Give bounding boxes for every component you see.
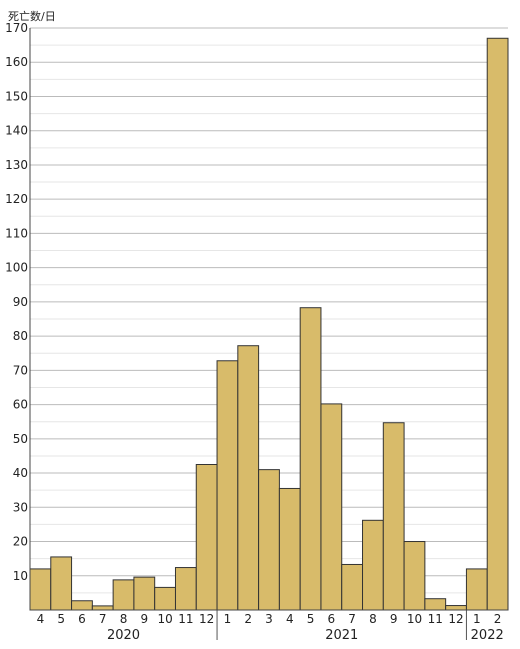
y-tick-label: 20: [13, 535, 28, 549]
bar: [278, 487, 301, 611]
y-tick-label: 120: [5, 192, 28, 206]
x-tick-label: 2: [244, 612, 252, 626]
bar: [465, 568, 488, 611]
bar: [237, 345, 260, 611]
x-tick-label: 11: [428, 612, 443, 626]
year-label: 2020: [107, 628, 140, 643]
bars: [29, 37, 509, 611]
y-tick-label: 50: [13, 432, 28, 446]
bar: [71, 600, 93, 611]
x-tick-label: 3: [265, 612, 273, 626]
x-tick-label: 10: [407, 612, 422, 626]
x-tick-label: 8: [120, 612, 128, 626]
x-tick-label: 4: [286, 612, 294, 626]
y-tick-label: 170: [5, 21, 28, 35]
y-tick-label: 130: [5, 158, 28, 172]
bar: [362, 519, 384, 611]
y-tick-label: 90: [13, 295, 28, 309]
y-tick-label: 160: [5, 55, 28, 69]
year-label: 2022: [471, 628, 504, 643]
bar: [299, 307, 322, 611]
y-axis-title: 死亡数/日: [8, 9, 56, 23]
bar: [424, 598, 447, 611]
bar: [29, 568, 52, 611]
x-tick-label: 2: [494, 612, 502, 626]
bar: [112, 579, 135, 611]
bar: [174, 567, 197, 611]
x-tick-label: 5: [57, 612, 65, 626]
bar: [445, 605, 467, 611]
bar: [486, 37, 509, 611]
x-tick-label: 9: [140, 612, 148, 626]
x-tick-label: 7: [348, 612, 356, 626]
x-tick-label: 10: [157, 612, 172, 626]
y-tick-label: 80: [13, 329, 28, 343]
y-tick-label: 10: [13, 569, 28, 583]
y-axis-ticks: 10 20 30 40 50 60 70 80 90 100 110 120 130 140 150 160 1…: [5, 21, 28, 583]
x-tick-label: 12: [199, 612, 214, 626]
y-tick-label: 100: [5, 261, 28, 275]
x-axis-ticks: 4 5 6 7 8 9 10 11 12 1 2 3 4 5 6 7 8 9 10 11 12 1 2: [37, 612, 502, 626]
bar: [133, 576, 156, 611]
x-tick-label: 1: [224, 612, 232, 626]
y-tick-label: 140: [5, 124, 28, 138]
y-tick-label: 150: [5, 89, 28, 103]
y-tick-label: 70: [13, 363, 28, 377]
x-tick-label: 5: [307, 612, 315, 626]
x-tick-label: 7: [99, 612, 107, 626]
x-tick-label: 6: [328, 612, 336, 626]
y-tick-label: 110: [5, 226, 28, 240]
x-tick-label: 11: [178, 612, 193, 626]
bar: [91, 605, 114, 611]
y-tick-label: 40: [13, 466, 28, 480]
bar: [50, 556, 73, 611]
year-labels: 2020 2021 2022: [107, 610, 504, 643]
bar: [320, 403, 343, 611]
x-tick-label: 1: [473, 612, 481, 626]
bar: [195, 464, 218, 611]
bar: [258, 469, 280, 611]
year-label: 2021: [325, 628, 358, 643]
x-tick-label: 12: [448, 612, 463, 626]
bar: [216, 360, 239, 611]
x-tick-label: 4: [37, 612, 45, 626]
bar: [382, 422, 405, 611]
bar: [403, 541, 426, 611]
y-tick-label: 60: [13, 398, 28, 412]
x-tick-label: 9: [390, 612, 398, 626]
x-tick-label: 6: [78, 612, 86, 626]
y-tick-label: 30: [13, 500, 28, 514]
bar: [154, 586, 176, 611]
x-tick-label: 8: [369, 612, 377, 626]
bar: [341, 563, 364, 611]
